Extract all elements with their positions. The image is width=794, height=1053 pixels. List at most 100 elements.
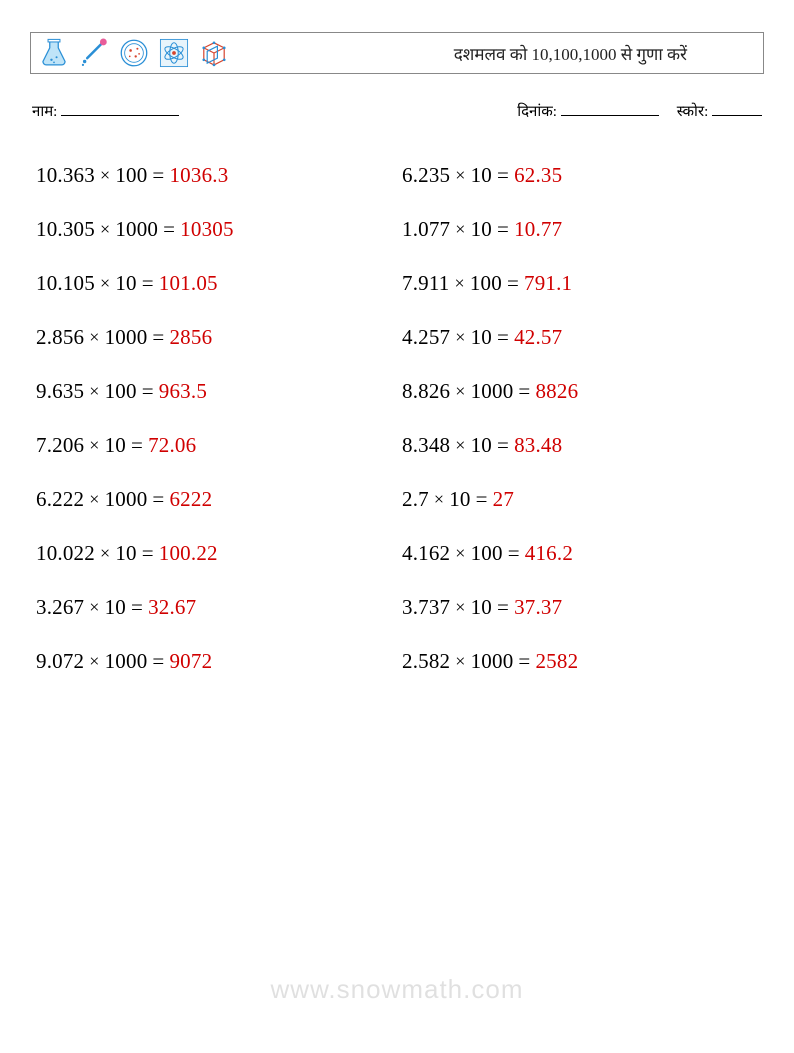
operand-b: 100 bbox=[471, 541, 503, 566]
operand-a: 10.105 bbox=[36, 271, 95, 296]
equals-symbol: = bbox=[147, 649, 169, 674]
equals-symbol: = bbox=[492, 595, 514, 620]
problem-item: 8.348×10=83.48 bbox=[402, 419, 758, 473]
problem-item: 7.206×10=72.06 bbox=[36, 419, 392, 473]
problem-item: 6.235×10=62.35 bbox=[402, 149, 758, 203]
answer: 27 bbox=[493, 487, 514, 512]
equals-symbol: = bbox=[137, 541, 159, 566]
operand-b: 10 bbox=[471, 325, 492, 350]
equals-symbol: = bbox=[513, 379, 535, 404]
problem-item: 10.022×10=100.22 bbox=[36, 527, 392, 581]
date-label: दिनांक: bbox=[517, 104, 557, 120]
answer: 62.35 bbox=[514, 163, 562, 188]
operand-b: 1000 bbox=[471, 649, 514, 674]
problem-item: 9.635×100=963.5 bbox=[36, 365, 392, 419]
equals-symbol: = bbox=[492, 217, 514, 242]
operand-a: 1.077 bbox=[402, 217, 450, 242]
operand-a: 2.582 bbox=[402, 649, 450, 674]
atom-icon bbox=[157, 36, 191, 70]
operand-a: 10.305 bbox=[36, 217, 95, 242]
multiply-symbol: × bbox=[84, 597, 104, 619]
multiply-symbol: × bbox=[450, 381, 470, 403]
operand-b: 10 bbox=[105, 595, 126, 620]
problem-item: 9.072×1000=9072 bbox=[36, 635, 392, 689]
operand-b: 10 bbox=[105, 433, 126, 458]
problem-item: 2.7×10=27 bbox=[402, 473, 758, 527]
answer: 2856 bbox=[169, 325, 212, 350]
icon-row bbox=[37, 36, 231, 70]
name-blank[interactable] bbox=[61, 100, 179, 116]
equals-symbol: = bbox=[492, 163, 514, 188]
answer: 100.22 bbox=[159, 541, 218, 566]
operand-a: 4.257 bbox=[402, 325, 450, 350]
answer: 32.67 bbox=[148, 595, 196, 620]
operand-b: 1000 bbox=[115, 217, 158, 242]
equals-symbol: = bbox=[513, 649, 535, 674]
equals-symbol: = bbox=[126, 595, 148, 620]
multiply-symbol: × bbox=[95, 165, 115, 187]
date-blank[interactable] bbox=[561, 100, 659, 116]
multiply-symbol: × bbox=[450, 219, 470, 241]
multiply-symbol: × bbox=[450, 435, 470, 457]
multiply-symbol: × bbox=[84, 435, 104, 457]
multiply-symbol: × bbox=[450, 543, 470, 565]
petri-dish-icon bbox=[117, 36, 151, 70]
problem-item: 10.305×1000=10305 bbox=[36, 203, 392, 257]
operand-a: 7.206 bbox=[36, 433, 84, 458]
score-blank[interactable] bbox=[712, 100, 762, 116]
date-field: दिनांक: bbox=[517, 100, 659, 121]
operand-a: 8.348 bbox=[402, 433, 450, 458]
problem-item: 10.105×10=101.05 bbox=[36, 257, 392, 311]
operand-a: 8.826 bbox=[402, 379, 450, 404]
equals-symbol: = bbox=[158, 217, 180, 242]
answer: 963.5 bbox=[159, 379, 207, 404]
operand-b: 1000 bbox=[471, 379, 514, 404]
equals-symbol: = bbox=[147, 487, 169, 512]
multiply-symbol: × bbox=[429, 489, 449, 511]
operand-a: 3.737 bbox=[402, 595, 450, 620]
score-field: स्कोर: bbox=[677, 100, 762, 121]
operand-a: 6.222 bbox=[36, 487, 84, 512]
operand-a: 3.267 bbox=[36, 595, 84, 620]
multiply-symbol: × bbox=[84, 651, 104, 673]
answer: 72.06 bbox=[148, 433, 196, 458]
operand-b: 10 bbox=[471, 163, 492, 188]
meta-row: नाम: दिनांक: स्कोर: bbox=[30, 100, 764, 121]
multiply-symbol: × bbox=[95, 219, 115, 241]
cube-icon bbox=[197, 36, 231, 70]
problem-item: 2.582×1000=2582 bbox=[402, 635, 758, 689]
operand-b: 10 bbox=[449, 487, 470, 512]
operand-a: 9.072 bbox=[36, 649, 84, 674]
answer: 10.77 bbox=[514, 217, 562, 242]
worksheet-page: दशमलव को 10,100,1000 से गुणा करें नाम: द… bbox=[0, 0, 794, 1053]
problems-grid: 10.363×100=1036.36.235×10=62.3510.305×10… bbox=[30, 149, 764, 689]
equals-symbol: = bbox=[471, 487, 493, 512]
dropper-icon bbox=[77, 36, 111, 70]
equals-symbol: = bbox=[492, 325, 514, 350]
watermark: www.snowmath.com bbox=[0, 974, 794, 1005]
equals-symbol: = bbox=[137, 271, 159, 296]
multiply-symbol: × bbox=[450, 327, 470, 349]
problem-item: 4.257×10=42.57 bbox=[402, 311, 758, 365]
operand-b: 100 bbox=[115, 163, 147, 188]
problem-item: 1.077×10=10.77 bbox=[402, 203, 758, 257]
equals-symbol: = bbox=[492, 433, 514, 458]
operand-a: 10.363 bbox=[36, 163, 95, 188]
operand-b: 10 bbox=[471, 217, 492, 242]
multiply-symbol: × bbox=[84, 327, 104, 349]
multiply-symbol: × bbox=[95, 273, 115, 295]
operand-b: 100 bbox=[105, 379, 137, 404]
answer: 10305 bbox=[180, 217, 234, 242]
problem-item: 4.162×100=416.2 bbox=[402, 527, 758, 581]
problem-item: 3.737×10=37.37 bbox=[402, 581, 758, 635]
operand-b: 10 bbox=[115, 271, 136, 296]
operand-b: 100 bbox=[470, 271, 502, 296]
problem-item: 6.222×1000=6222 bbox=[36, 473, 392, 527]
name-label: नाम: bbox=[32, 104, 57, 120]
answer: 6222 bbox=[169, 487, 212, 512]
answer: 416.2 bbox=[525, 541, 573, 566]
operand-b: 1000 bbox=[105, 649, 148, 674]
equals-symbol: = bbox=[502, 271, 524, 296]
operand-a: 6.235 bbox=[402, 163, 450, 188]
answer: 42.57 bbox=[514, 325, 562, 350]
